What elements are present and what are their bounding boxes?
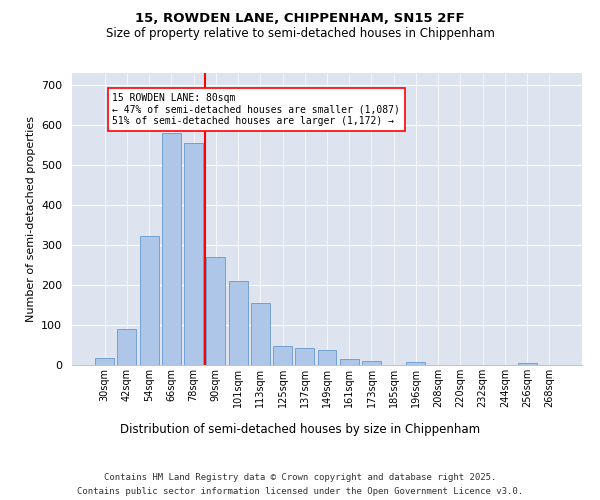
- Text: 15 ROWDEN LANE: 80sqm
← 47% of semi-detached houses are smaller (1,087)
51% of s: 15 ROWDEN LANE: 80sqm ← 47% of semi-deta…: [112, 92, 400, 126]
- Bar: [273, 346, 292, 365]
- Bar: [340, 358, 359, 365]
- Bar: [118, 329, 136, 365]
- Bar: [295, 348, 314, 365]
- Text: Contains public sector information licensed under the Open Government Licence v3: Contains public sector information licen…: [77, 488, 523, 496]
- Bar: [362, 361, 381, 365]
- Bar: [317, 350, 337, 365]
- Bar: [229, 281, 248, 365]
- Bar: [206, 257, 225, 365]
- Text: 15, ROWDEN LANE, CHIPPENHAM, SN15 2FF: 15, ROWDEN LANE, CHIPPENHAM, SN15 2FF: [135, 12, 465, 26]
- Bar: [95, 358, 114, 365]
- Bar: [140, 236, 158, 365]
- Bar: [406, 362, 425, 365]
- Text: Contains HM Land Registry data © Crown copyright and database right 2025.: Contains HM Land Registry data © Crown c…: [104, 472, 496, 482]
- Bar: [518, 363, 536, 365]
- Bar: [162, 134, 181, 365]
- Text: Distribution of semi-detached houses by size in Chippenham: Distribution of semi-detached houses by …: [120, 422, 480, 436]
- Y-axis label: Number of semi-detached properties: Number of semi-detached properties: [26, 116, 35, 322]
- Bar: [251, 303, 270, 365]
- Text: Size of property relative to semi-detached houses in Chippenham: Size of property relative to semi-detach…: [106, 28, 494, 40]
- Bar: [184, 144, 203, 365]
